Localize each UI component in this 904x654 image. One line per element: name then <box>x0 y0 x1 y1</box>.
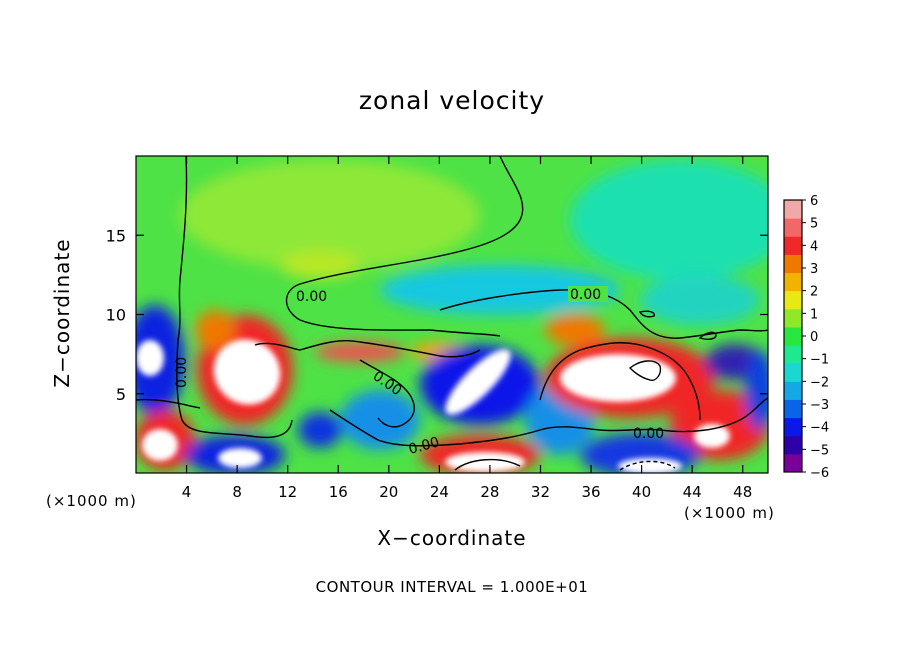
zero-contour <box>176 156 293 439</box>
field-blob <box>298 412 342 448</box>
contour-label-bg <box>294 288 334 304</box>
x-unit-right: (×1000 m) <box>684 504 775 522</box>
zero-contour <box>539 342 701 421</box>
colorbar-tick-label: −6 <box>810 466 829 481</box>
colorbar-swatch <box>784 272 802 292</box>
colorbar-tick-label: −3 <box>810 398 829 413</box>
colorbar-swatch <box>784 399 802 419</box>
x-tick-label: 16 <box>329 483 348 501</box>
field-blob <box>745 350 768 430</box>
colorbar-tick-label: 2 <box>810 285 818 300</box>
colorbar-swatch <box>784 326 802 346</box>
colorbar-swatch <box>784 254 802 274</box>
x-tick-label: 40 <box>632 483 651 501</box>
colorbar-swatch <box>784 236 802 255</box>
zero-contour <box>359 359 415 428</box>
colorbar-tick-label: 3 <box>810 262 818 277</box>
plot-area: 0.00 0.00 0.00 0.00 0.00 0.00 <box>136 156 768 473</box>
colorbar-swatch <box>784 218 802 237</box>
zero-contour <box>638 310 655 318</box>
colorbar-swatch <box>784 308 802 328</box>
x-tick-label: 20 <box>379 483 398 501</box>
zero-contours <box>136 156 768 471</box>
field-core <box>136 340 164 376</box>
colorbar-swatch <box>784 345 802 364</box>
velocity-cores <box>136 339 730 473</box>
field-core <box>213 339 281 405</box>
x-tick-label: 12 <box>278 483 297 501</box>
zero-contour <box>439 289 768 339</box>
colorbar-tick-label: −2 <box>810 375 829 390</box>
field-blob <box>545 314 605 346</box>
field-blob <box>195 310 235 350</box>
zero-contour <box>619 460 676 471</box>
field-blob <box>570 160 768 280</box>
field-core <box>694 424 730 448</box>
field-blob <box>280 251 360 279</box>
field-core <box>618 458 682 473</box>
x-tick-label: 32 <box>531 483 550 501</box>
zero-contour <box>698 331 717 341</box>
x-tick-label: 44 <box>683 483 702 501</box>
colorbar-swatch <box>784 417 802 437</box>
contour-label: 0.00 <box>296 289 327 305</box>
x-tick-label: 36 <box>581 483 600 501</box>
colorbar-tick-label: −4 <box>810 421 829 436</box>
field-blob <box>180 160 480 270</box>
field-blob <box>640 275 760 325</box>
y-axis-label: Z−coordinate <box>50 238 74 388</box>
y-tick-label: 10 <box>106 306 126 325</box>
field-core <box>445 349 511 415</box>
colorbar-swatch <box>784 290 802 310</box>
colorbar-tick-label: −5 <box>810 443 829 458</box>
x-axis-label: X−coordinate <box>377 526 527 550</box>
x-tick-label: 28 <box>480 483 499 501</box>
contour-label: 0.00 <box>174 357 190 388</box>
field-core <box>445 452 525 472</box>
field-blob <box>315 342 405 362</box>
x-tick-label: 8 <box>232 483 242 501</box>
x-axis: 4 8 12 16 20 24 28 32 36 40 44 48 <box>182 156 752 501</box>
x-tick-label: 24 <box>430 483 449 501</box>
colorbar-tick-label: 5 <box>810 217 818 232</box>
zero-contour <box>454 458 521 471</box>
contour-label-bg <box>568 286 608 302</box>
contour-interval: CONTOUR INTERVAL = 1.000E+01 <box>315 578 589 596</box>
y-axis: 5 10 15 <box>106 226 768 404</box>
colorbar-tick-label: 4 <box>810 239 818 254</box>
colorbar-swatch <box>784 363 802 382</box>
colorbar-swatch <box>784 435 802 455</box>
colorbar-swatch <box>784 200 802 219</box>
colorbar: 6 5 4 3 2 1 0 −1 −2 −3 −4 −5 −6 <box>783 194 829 481</box>
field-blob <box>380 265 620 315</box>
zero-contour <box>285 156 524 337</box>
colorbar-swatch <box>784 381 802 400</box>
x-unit-left: (×1000 m) <box>46 492 137 510</box>
zero-contour <box>628 360 662 381</box>
field-core <box>218 448 262 468</box>
zero-contour <box>254 340 481 358</box>
zero-contour <box>136 398 201 409</box>
chart-title: zonal velocity <box>358 86 546 115</box>
x-tick-label: 4 <box>182 483 192 501</box>
zero-contour <box>329 397 768 447</box>
contour-label: 0.00 <box>570 287 601 303</box>
colorbar-swatch <box>784 453 802 473</box>
contour-label: 0.00 <box>407 434 441 458</box>
colorbar-tick-label: 1 <box>810 307 818 322</box>
y-tick-label: 5 <box>116 385 126 404</box>
colorbar-tick-label: 0 <box>810 330 818 345</box>
x-tick-label: 48 <box>733 483 752 501</box>
y-tick-label: 15 <box>106 226 126 245</box>
contour-label: 0.00 <box>633 426 664 442</box>
field-core <box>560 354 676 402</box>
field-core <box>142 429 178 461</box>
colorbar-tick-label: −1 <box>810 353 829 368</box>
colorbar-tick-label: 6 <box>810 194 818 209</box>
